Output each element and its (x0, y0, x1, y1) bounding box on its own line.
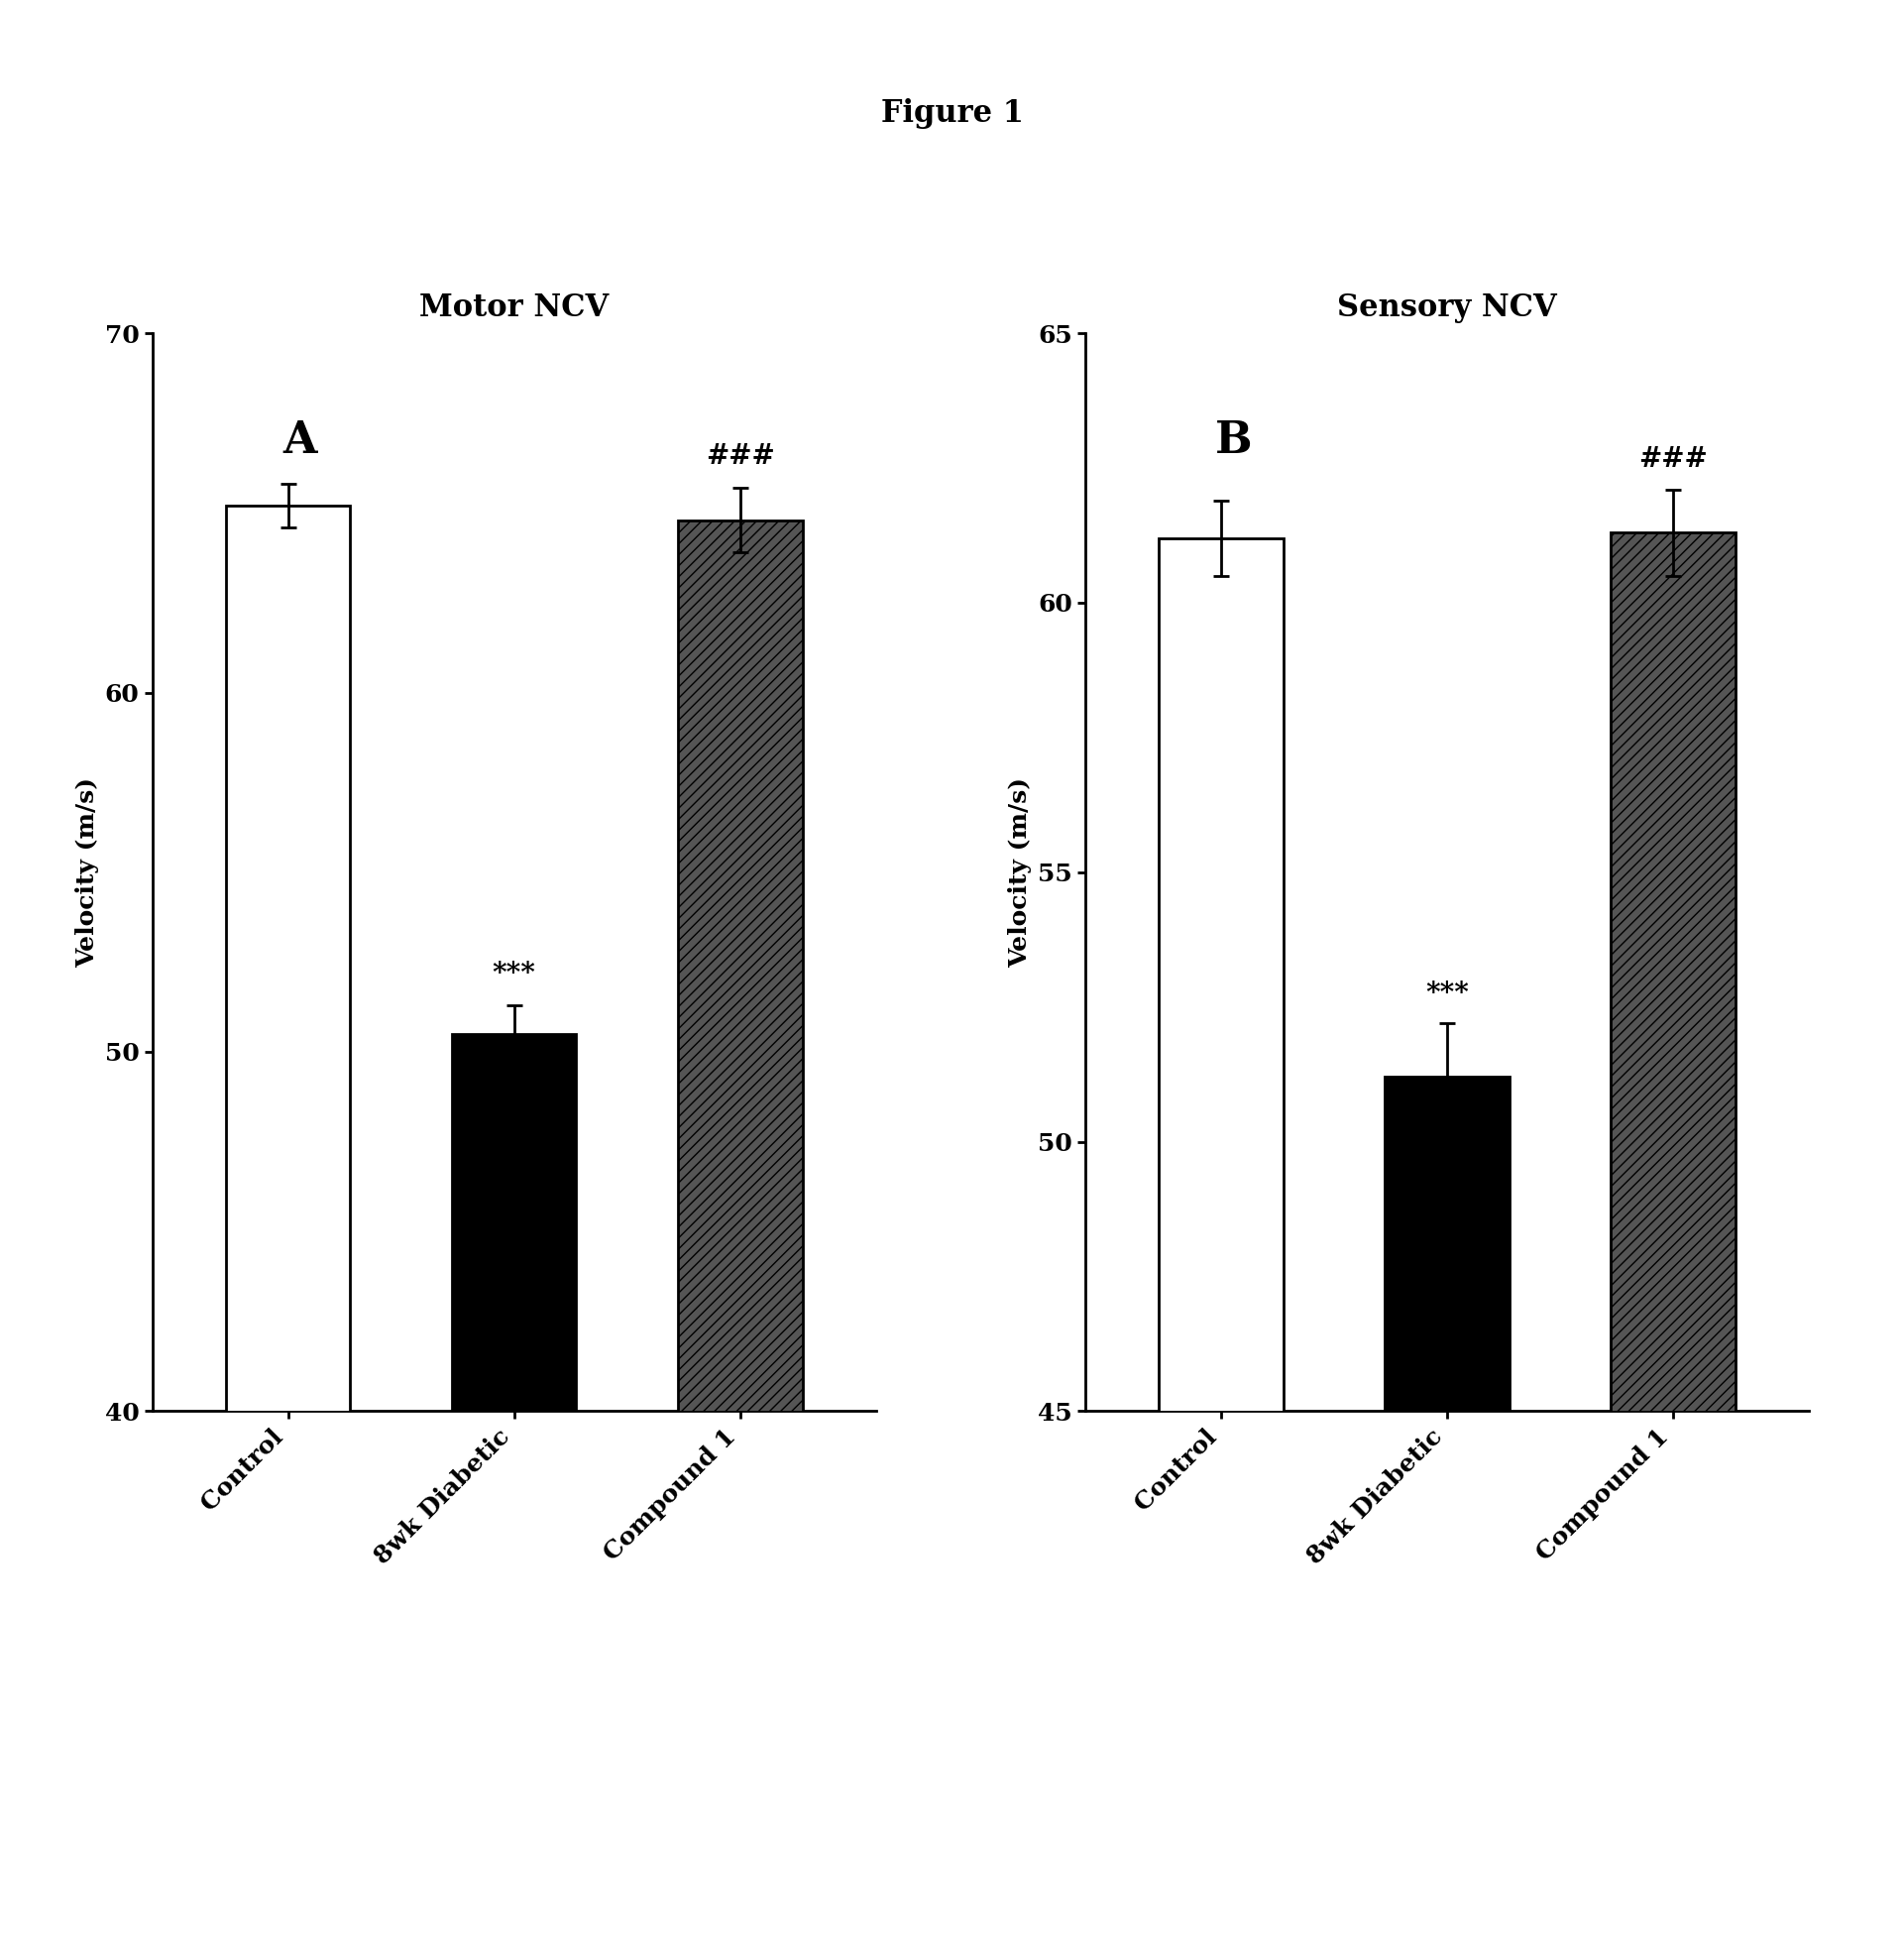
Bar (1611, 533, 1735, 1960)
Text: ***: *** (1426, 980, 1468, 1007)
Text: A: A (282, 419, 316, 463)
Title: Sensory NCV: Sensory NCV (1337, 292, 1557, 323)
Bar (1384, 1078, 1510, 1960)
Bar (1160, 537, 1283, 1960)
Text: Figure 1: Figure 1 (882, 98, 1022, 129)
Y-axis label: Velocity (m/s): Velocity (m/s) (1009, 776, 1032, 968)
Bar (227, 506, 350, 1960)
Title: Motor NCV: Motor NCV (419, 292, 609, 323)
Y-axis label: Velocity (m/s): Velocity (m/s) (76, 776, 99, 968)
Text: ###: ### (706, 443, 775, 470)
Bar (451, 1033, 577, 1960)
Text: ***: *** (493, 960, 535, 988)
Bar (678, 519, 802, 1960)
Text: ###: ### (1639, 447, 1708, 474)
Text: B: B (1215, 419, 1253, 463)
